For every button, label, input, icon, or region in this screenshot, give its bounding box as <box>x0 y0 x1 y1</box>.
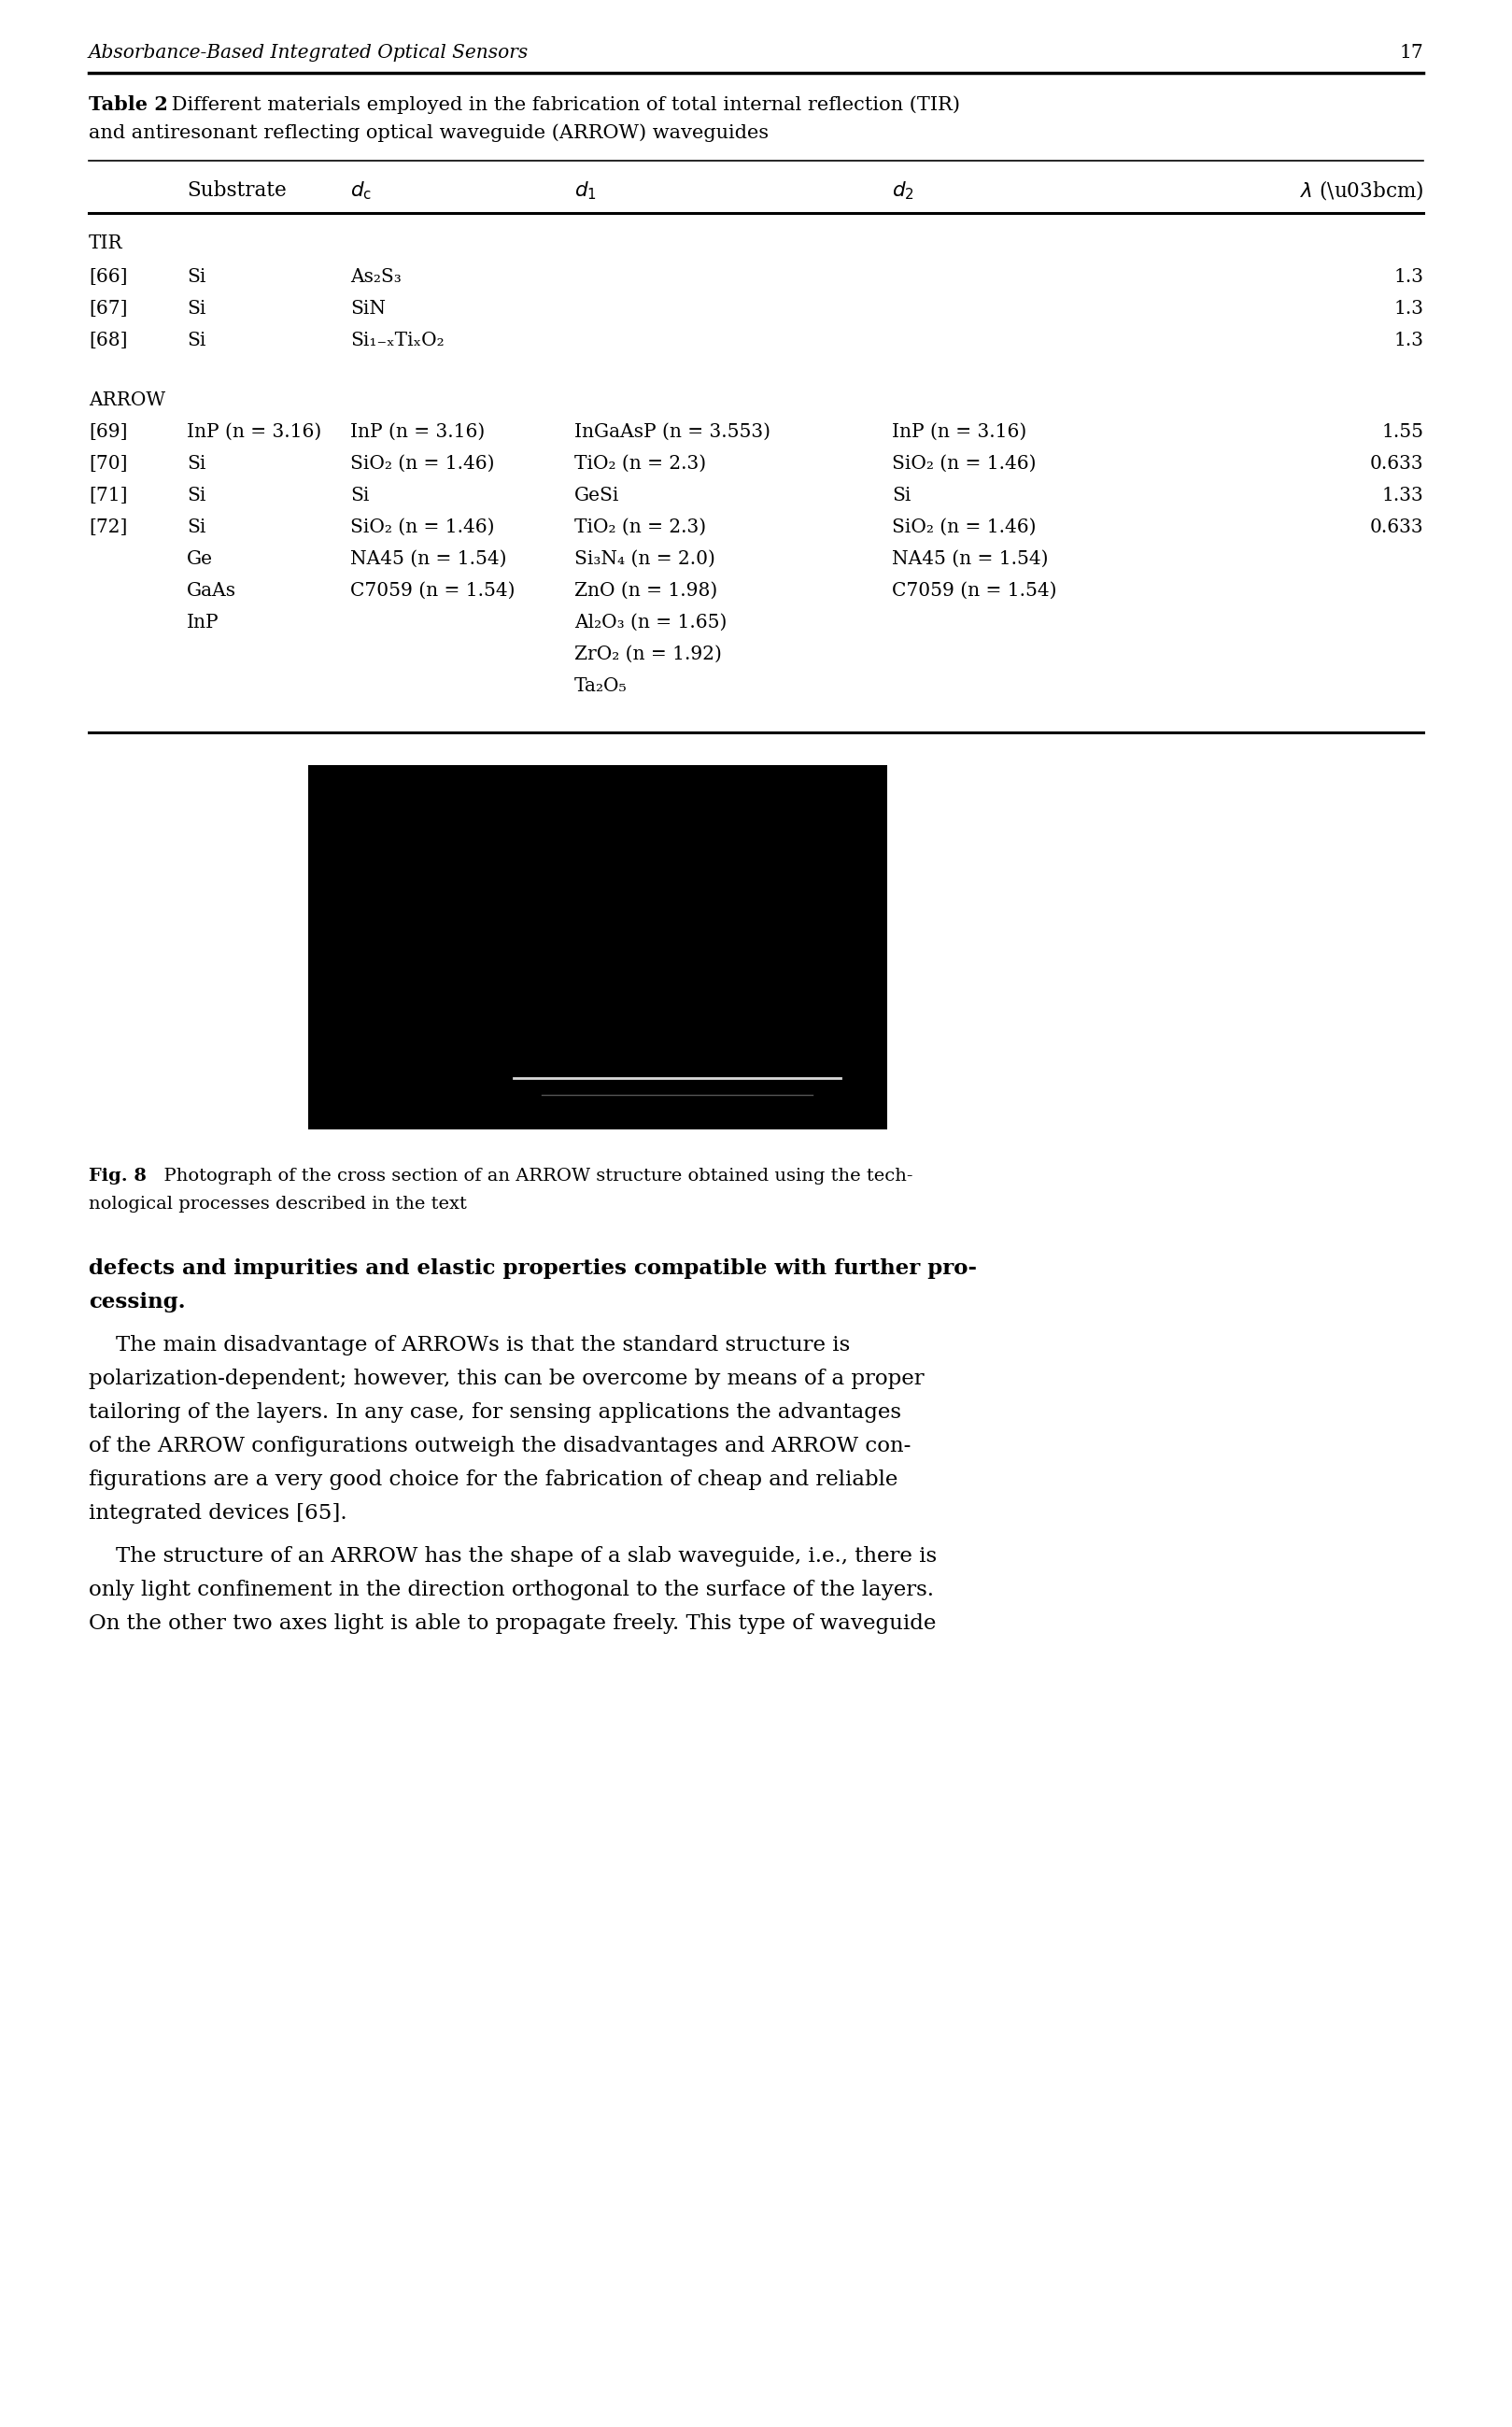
Text: The main disadvantage of ARROWs is that the standard structure is: The main disadvantage of ARROWs is that … <box>89 1335 850 1357</box>
Text: 1.3: 1.3 <box>1394 332 1423 349</box>
Text: of the ARROW configurations outweigh the disadvantages and ARROW con-: of the ARROW configurations outweigh the… <box>89 1437 910 1456</box>
Text: Si: Si <box>892 488 910 505</box>
Text: Si: Si <box>351 488 369 505</box>
Text: [72]: [72] <box>89 519 127 536</box>
Text: 1.3: 1.3 <box>1394 267 1423 286</box>
Text: Table 2: Table 2 <box>89 95 168 114</box>
Text: [66]: [66] <box>89 267 127 286</box>
Text: C7059 (n = 1.54): C7059 (n = 1.54) <box>351 582 516 599</box>
Text: ZrO₂ (n = 1.92): ZrO₂ (n = 1.92) <box>575 646 721 663</box>
Text: InP (n = 3.16): InP (n = 3.16) <box>351 422 485 442</box>
Text: 1.33: 1.33 <box>1382 488 1423 505</box>
Text: Photograph of the cross section of an ARROW structure obtained using the tech-: Photograph of the cross section of an AR… <box>153 1167 913 1184</box>
Text: Ta₂O₅: Ta₂O₅ <box>575 677 627 694</box>
Text: 17: 17 <box>1399 44 1423 61</box>
Text: Si: Si <box>187 519 206 536</box>
Text: TiO₂ (n = 2.3): TiO₂ (n = 2.3) <box>575 454 706 473</box>
Text: Si: Si <box>187 301 206 318</box>
Text: SiO₂ (n = 1.46): SiO₂ (n = 1.46) <box>892 519 1036 536</box>
Text: 0.633: 0.633 <box>1370 454 1423 473</box>
Text: SiO₂ (n = 1.46): SiO₂ (n = 1.46) <box>351 454 494 473</box>
Text: InGaAsP (n = 3.553): InGaAsP (n = 3.553) <box>575 422 771 442</box>
Text: $\lambda$ (\u03bcm): $\lambda$ (\u03bcm) <box>1300 177 1423 201</box>
Text: 0.633: 0.633 <box>1370 519 1423 536</box>
Text: [71]: [71] <box>89 488 127 505</box>
Text: polarization-dependent; however, this can be overcome by means of a proper: polarization-dependent; however, this ca… <box>89 1369 924 1388</box>
Text: TiO₂ (n = 2.3): TiO₂ (n = 2.3) <box>575 519 706 536</box>
Text: $d_{\rm c}$: $d_{\rm c}$ <box>351 180 372 201</box>
Text: Ge: Ge <box>187 551 213 568</box>
Text: [68]: [68] <box>89 332 127 349</box>
Text: Different materials employed in the fabrication of total internal reflection (TI: Different materials employed in the fabr… <box>165 95 960 114</box>
Text: SiN: SiN <box>351 301 386 318</box>
Text: NA45 (n = 1.54): NA45 (n = 1.54) <box>351 551 507 568</box>
Text: GeSi: GeSi <box>575 488 620 505</box>
Text: 1.55: 1.55 <box>1382 422 1423 442</box>
Text: Si: Si <box>187 454 206 473</box>
Text: Si₃N₄ (n = 2.0): Si₃N₄ (n = 2.0) <box>575 551 715 568</box>
Text: InP: InP <box>187 614 219 631</box>
Text: [67]: [67] <box>89 301 127 318</box>
Text: Si: Si <box>187 267 206 286</box>
Text: 1.3: 1.3 <box>1394 301 1423 318</box>
Text: tailoring of the layers. In any case, for sensing applications the advantages: tailoring of the layers. In any case, fo… <box>89 1403 901 1422</box>
Text: As₂S₃: As₂S₃ <box>351 267 401 286</box>
Text: Substrate: Substrate <box>187 180 286 201</box>
Text: Al₂O₃ (n = 1.65): Al₂O₃ (n = 1.65) <box>575 614 727 631</box>
Text: GaAs: GaAs <box>187 582 236 599</box>
Text: ARROW: ARROW <box>89 391 165 410</box>
Bar <box>308 765 888 1129</box>
Text: integrated devices [65].: integrated devices [65]. <box>89 1502 348 1524</box>
Text: cessing.: cessing. <box>89 1291 186 1313</box>
Text: SiO₂ (n = 1.46): SiO₂ (n = 1.46) <box>351 519 494 536</box>
Text: figurations are a very good choice for the fabrication of cheap and reliable: figurations are a very good choice for t… <box>89 1468 898 1490</box>
Text: Absorbance-Based Integrated Optical Sensors: Absorbance-Based Integrated Optical Sens… <box>89 44 529 61</box>
Text: InP (n = 3.16): InP (n = 3.16) <box>187 422 322 442</box>
Text: C7059 (n = 1.54): C7059 (n = 1.54) <box>892 582 1057 599</box>
Text: NA45 (n = 1.54): NA45 (n = 1.54) <box>892 551 1048 568</box>
Text: nological processes described in the text: nological processes described in the tex… <box>89 1197 467 1214</box>
Text: InP (n = 3.16): InP (n = 3.16) <box>892 422 1027 442</box>
Text: SiO₂ (n = 1.46): SiO₂ (n = 1.46) <box>892 454 1036 473</box>
Text: Si₁₋ₓTiₓO₂: Si₁₋ₓTiₓO₂ <box>351 332 445 349</box>
Text: defects and impurities and elastic properties compatible with further pro-: defects and impurities and elastic prope… <box>89 1257 977 1279</box>
Text: $d_{\rm 1}$: $d_{\rm 1}$ <box>575 180 597 201</box>
Text: ZnO (n = 1.98): ZnO (n = 1.98) <box>575 582 718 599</box>
Text: [69]: [69] <box>89 422 127 442</box>
Text: Fig. 8: Fig. 8 <box>89 1167 147 1184</box>
Text: [70]: [70] <box>89 454 127 473</box>
Text: Si: Si <box>187 488 206 505</box>
Text: TIR: TIR <box>89 235 122 252</box>
Text: only light confinement in the direction orthogonal to the surface of the layers.: only light confinement in the direction … <box>89 1580 934 1599</box>
Text: The structure of an ARROW has the shape of a slab waveguide, i.e., there is: The structure of an ARROW has the shape … <box>89 1546 937 1565</box>
Text: Si: Si <box>187 332 206 349</box>
Text: and antiresonant reflecting optical waveguide (ARROW) waveguides: and antiresonant reflecting optical wave… <box>89 124 768 143</box>
Text: On the other two axes light is able to propagate freely. This type of waveguide: On the other two axes light is able to p… <box>89 1614 936 1633</box>
Text: $d_{\rm 2}$: $d_{\rm 2}$ <box>892 180 915 201</box>
